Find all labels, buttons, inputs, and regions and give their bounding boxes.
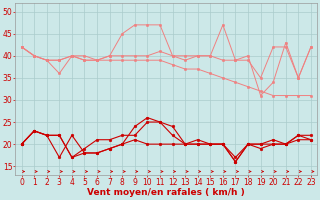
X-axis label: Vent moyen/en rafales ( km/h ): Vent moyen/en rafales ( km/h )	[87, 188, 245, 197]
